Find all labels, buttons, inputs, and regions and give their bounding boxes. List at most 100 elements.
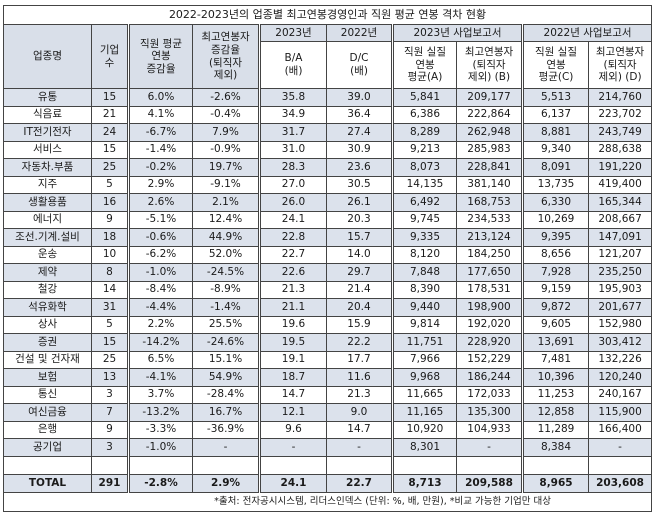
cell-dc: 26.1: [326, 193, 393, 212]
cell-count: 14: [91, 280, 129, 299]
cell-ba: 19.6: [258, 315, 327, 334]
cell-a: 8,289: [391, 123, 457, 142]
cell-top-chg: -1.4%: [192, 298, 260, 317]
header-top-b: 최고연봉자 (퇴직자 제외) (B): [456, 41, 523, 89]
cell-count: 25: [91, 158, 129, 177]
cell-top-chg: 7.9%: [192, 123, 260, 142]
cell-a: 9,440: [391, 298, 457, 317]
table-row: 공기업 3 -1.0% - - -8,301-8,384-: [3, 438, 653, 457]
cell-d: 288,638: [587, 140, 653, 159]
table-row: 증권 15 -14.2% -24.6% 19.5 22.2 11,751 228,920 13,…: [3, 333, 653, 352]
total-d: 203,608: [587, 473, 653, 493]
cell-emp-chg: 2.6%: [127, 193, 193, 212]
cell-ba: 26.0: [258, 193, 327, 212]
cell-ba: 21.3: [258, 280, 327, 299]
cell-b: 381,140: [456, 175, 523, 194]
cell-industry: 통신: [3, 385, 92, 404]
cell-d: 201,677: [587, 298, 653, 317]
cell-d: 195,903: [587, 280, 653, 299]
cell-dc: 15.9: [326, 315, 393, 334]
header-top-d: 최고연봉자 (퇴직자 제외) (D): [587, 41, 653, 89]
cell-b: -: [456, 438, 523, 457]
header-2022: 2022년: [326, 24, 393, 42]
cell-count: 8: [91, 263, 129, 282]
cell-count: 25: [91, 350, 129, 369]
cell-b: 213,124: [456, 228, 523, 247]
cell-count: 15: [91, 88, 129, 107]
cell-industry: 생활용품: [3, 193, 92, 212]
cell-emp-chg: -6.2%: [127, 245, 193, 264]
cell-ba: 19.5: [258, 333, 327, 352]
cell-top-chg: -24.5%: [192, 263, 260, 282]
cell-emp-chg: 2.9%: [127, 175, 193, 194]
cell-a: 6,386: [391, 105, 457, 124]
cell-a: 9,814: [391, 315, 457, 334]
cell-d: -: [587, 438, 653, 457]
cell-b: 184,250: [456, 245, 523, 264]
total-industry: TOTAL: [3, 473, 92, 493]
cell-b: 228,841: [456, 158, 523, 177]
cell-c: 7,481: [521, 350, 589, 369]
cell-industry: 증권: [3, 333, 92, 352]
header-emp-avg-change: 직원 평균 연봉 증감율: [127, 24, 193, 89]
cell-a: 10,920: [391, 420, 457, 439]
cell-d: 208,667: [587, 210, 653, 229]
footnote: *출처: 전자공시시스템, 리더스인덱스 (단위: %, 배, 만원), *비교…: [2, 491, 653, 512]
cell-c: 9,872: [521, 298, 589, 317]
header-report-2022: 2022년 사업보고서: [520, 24, 653, 42]
cell-ba: 21.1: [258, 298, 327, 317]
cell-industry: 제약: [3, 263, 92, 282]
total-emp-change: -2.8%: [127, 473, 193, 493]
cell-c: 5,513: [521, 88, 589, 107]
cell-top-chg: -9.1%: [192, 175, 260, 194]
cell-a: 11,165: [391, 403, 457, 422]
cell-count: 9: [91, 210, 129, 229]
cell-emp-chg: -1.0%: [127, 438, 193, 457]
cell-count: 3: [91, 438, 129, 457]
cell-c: 9,605: [521, 315, 589, 334]
total-row: TOTAL 291 -2.8% 2.9% 24.1 22.7 8,713 209…: [3, 473, 653, 493]
cell-top-chg: 54.9%: [192, 368, 260, 387]
cell-emp-chg: -13.2%: [127, 403, 193, 422]
cell-d: 152,980: [587, 315, 653, 334]
cell-dc: 36.4: [326, 105, 393, 124]
cell-ba: 35.8: [258, 88, 327, 107]
cell-c: 8,656: [521, 245, 589, 264]
cell-ba: 31.0: [258, 140, 327, 159]
cell-dc: 29.7: [326, 263, 393, 282]
header-top-change-label: 최고연봉자 증감율 (퇴직자 제외): [201, 31, 250, 82]
cell-b: 228,920: [456, 333, 523, 352]
cell-dc: 11.6: [326, 368, 393, 387]
table-row: 생활용품 16 2.6% 2.1% 26.0 26.1 6,492 168,753 6,330 1…: [3, 193, 653, 212]
cell-count: 24: [91, 123, 129, 142]
total-dc: 22.7: [326, 473, 393, 493]
cell-c: 13,735: [521, 175, 589, 194]
total-top-change: 2.9%: [192, 473, 260, 493]
cell-dc: 20.4: [326, 298, 393, 317]
cell-industry: 철강: [3, 280, 92, 299]
total-c: 8,965: [521, 473, 589, 493]
cell-c: 8,384: [521, 438, 589, 457]
cell-c: 8,091: [521, 158, 589, 177]
header-emp-avg-a: 직원 실질 연봉 평균(A): [391, 41, 457, 89]
cell-ba: 22.7: [258, 245, 327, 264]
cell-c: 8,881: [521, 123, 589, 142]
table-row: 건설 및 건자재 25 6.5% 15.1% 19.1 17.7 7,966 152,229 7…: [3, 350, 653, 369]
cell-industry: 지주: [3, 175, 92, 194]
cell-d: 419,400: [587, 175, 653, 194]
cell-ba: -: [258, 438, 327, 457]
table-row: 운송 10 -6.2% 52.0% 22.7 14.0 8,120 184,250 8,656 1…: [3, 245, 653, 264]
cell-dc: 21.3: [326, 385, 393, 404]
cell-industry: 공기업: [3, 438, 92, 457]
cell-industry: 건설 및 건자재: [3, 350, 92, 369]
cell-dc: 30.9: [326, 140, 393, 159]
cell-ba: 12.1: [258, 403, 327, 422]
cell-d: 240,167: [587, 385, 653, 404]
cell-industry: 식음료: [3, 105, 92, 124]
header-emp-avg-c: 직원 실질 연봉 평균(C): [521, 41, 589, 89]
header-top-d-label: 최고연봉자 (퇴직자 제외) (D): [595, 46, 645, 84]
cell-industry: 석유화학: [3, 298, 92, 317]
cell-a: 8,120: [391, 245, 457, 264]
header-emp-avg-change-label: 직원 평균 연봉 증감율: [140, 37, 182, 75]
header-ratio-dc-label: D/C (배): [349, 52, 369, 77]
